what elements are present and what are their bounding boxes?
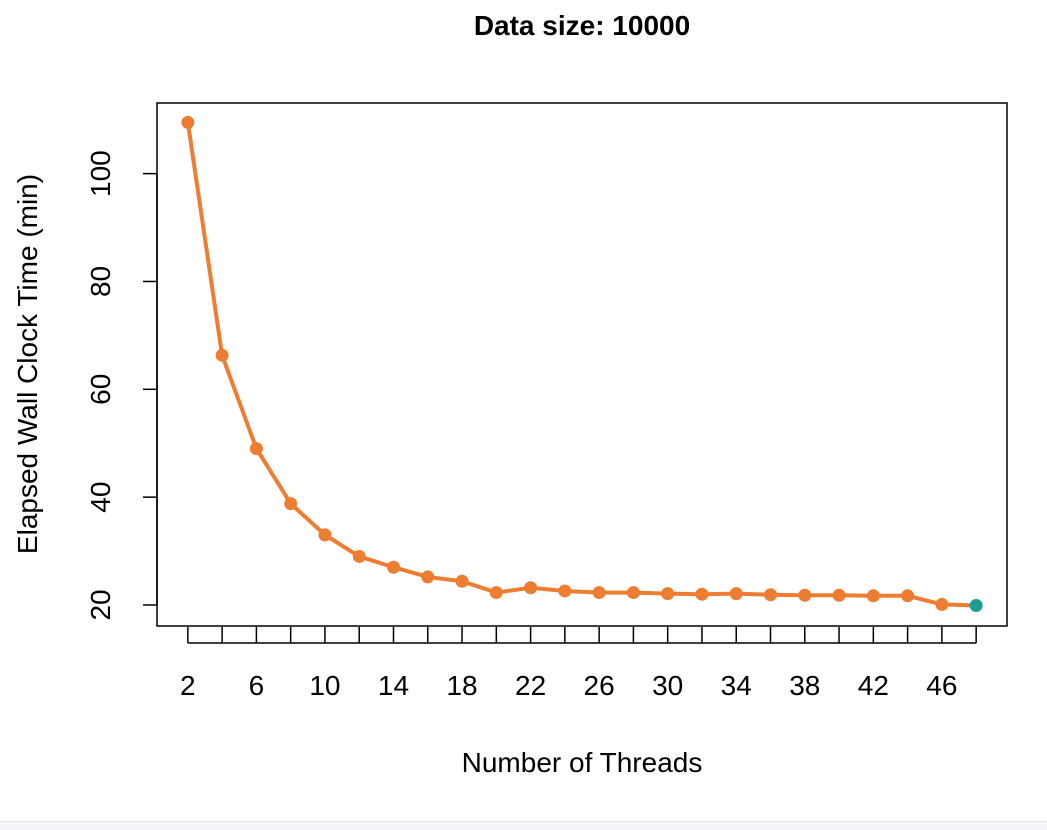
data-point (832, 588, 846, 602)
y-tick-label: 40 (85, 482, 116, 513)
data-point (901, 589, 915, 603)
x-tick-label: 10 (309, 670, 340, 701)
data-point (455, 574, 469, 588)
data-point (524, 581, 538, 595)
data-point (798, 588, 812, 602)
x-tick-label: 46 (926, 670, 957, 701)
data-point (284, 497, 298, 511)
data-point (181, 115, 195, 129)
data-point (318, 528, 332, 542)
y-tick-label: 60 (85, 374, 116, 405)
x-tick-label: 30 (652, 670, 683, 701)
data-point (661, 587, 675, 601)
series-layer (181, 115, 983, 613)
data-point (935, 597, 949, 611)
x-tick-label: 14 (378, 670, 409, 701)
data-point (489, 586, 503, 600)
highlighted-data-point (969, 599, 983, 613)
data-point (592, 586, 606, 600)
data-point (626, 586, 640, 600)
data-point (352, 549, 366, 563)
plot-frame (156, 102, 1008, 627)
x-tick-label: 6 (249, 670, 265, 701)
data-point (695, 587, 709, 601)
y-axis: 20 40 60 80 100 (85, 150, 158, 621)
x-axis-label: Number of Threads (462, 747, 703, 778)
x-tick-label: 2 (180, 670, 196, 701)
y-tick-label: 100 (85, 150, 116, 197)
x-tick-label: 22 (515, 670, 546, 701)
x-axis: 2 6 10 14 18 22 26 30 34 38 42 46 (180, 627, 977, 701)
chart-title: Data size: 10000 (474, 10, 690, 41)
y-tick-label: 80 (85, 266, 116, 297)
x-tick-label: 26 (584, 670, 615, 701)
data-point (421, 570, 435, 584)
x-tick-label: 18 (446, 670, 477, 701)
x-tick-label: 34 (721, 670, 752, 701)
data-point (866, 589, 880, 603)
data-point (386, 560, 400, 574)
y-tick-label: 20 (85, 589, 116, 620)
x-tick-label: 42 (858, 670, 889, 701)
data-point (249, 442, 263, 456)
y-axis-label: Elapsed Wall Clock Time (min) (12, 174, 43, 554)
data-point (764, 588, 778, 602)
window-bottom-edge (0, 821, 1047, 830)
data-point (558, 584, 572, 598)
data-point (729, 587, 743, 601)
series-line (185, 122, 977, 608)
x-tick-label: 38 (789, 670, 820, 701)
data-point (215, 348, 229, 362)
